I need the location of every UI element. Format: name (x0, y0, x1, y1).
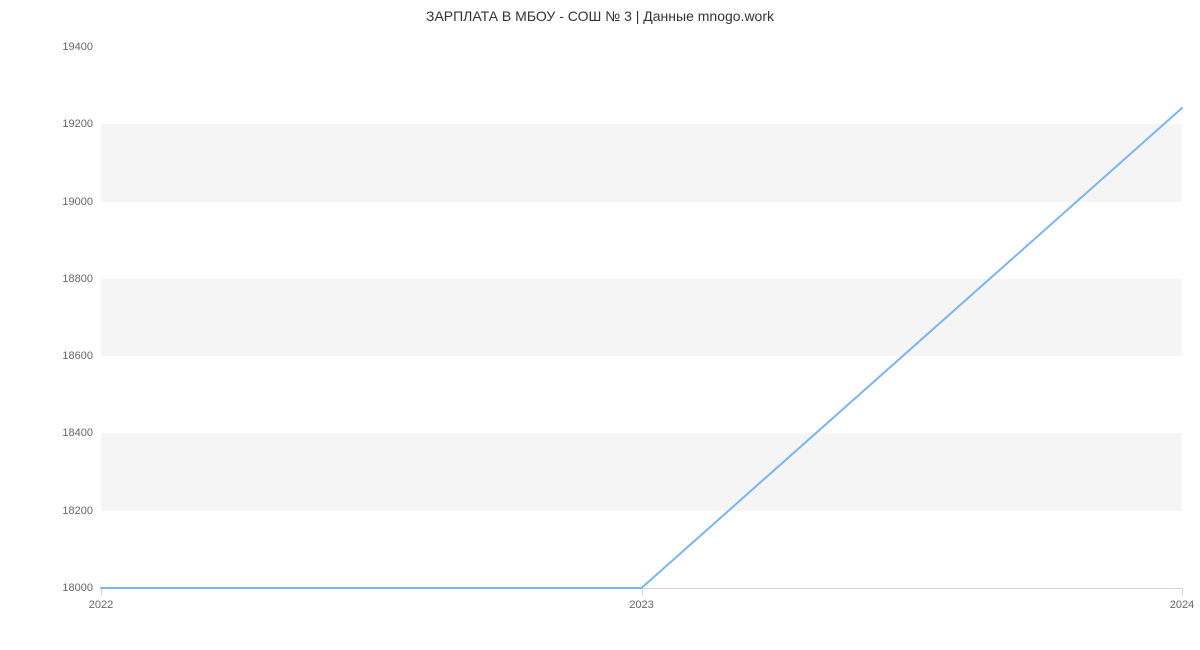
x-tick (1182, 588, 1183, 596)
y-tick-label: 18200 (62, 505, 93, 517)
series-line-salary (101, 108, 1182, 588)
x-tick-label: 2022 (89, 599, 113, 611)
x-tick (642, 588, 643, 596)
y-tick-label: 19000 (62, 196, 93, 208)
salary-chart: ЗАРПЛАТА В МБОУ - СОШ № 3 | Данные mnogo… (0, 0, 1200, 650)
y-tick-label: 18400 (62, 427, 93, 439)
y-tick-label: 18000 (62, 582, 93, 594)
y-tick-label: 18800 (62, 273, 93, 285)
x-tick (101, 588, 102, 596)
y-tick-label: 19200 (62, 118, 93, 130)
y-tick-label: 19400 (62, 41, 93, 53)
x-tick-label: 2024 (1170, 599, 1194, 611)
y-tick-label: 18600 (62, 350, 93, 362)
plot-area: 1800018200184001860018800190001920019400… (101, 47, 1182, 588)
chart-title: ЗАРПЛАТА В МБОУ - СОШ № 3 | Данные mnogo… (0, 8, 1200, 24)
series-layer (101, 47, 1182, 588)
x-tick-label: 2023 (629, 599, 653, 611)
